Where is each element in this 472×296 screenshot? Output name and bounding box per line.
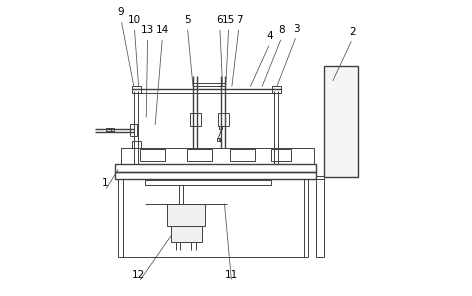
Bar [190,113,201,126]
Bar [140,149,165,161]
Bar [145,179,271,185]
Text: 8: 8 [278,25,285,35]
Bar [132,86,141,93]
Bar [106,128,111,131]
Text: 11: 11 [225,270,238,280]
Bar [170,226,202,242]
Text: 13: 13 [141,25,154,35]
Bar [115,172,316,179]
Bar [111,128,114,131]
Bar [130,124,137,136]
Text: 10: 10 [128,15,141,25]
Text: 9: 9 [118,7,125,17]
Bar [132,141,141,148]
Text: 3: 3 [293,24,300,34]
Bar [219,126,222,129]
Bar [217,138,220,141]
Bar [272,86,281,93]
Bar [271,149,290,161]
Text: 14: 14 [156,25,169,35]
Text: 2: 2 [349,27,356,37]
Bar [219,113,228,126]
Bar [187,149,212,161]
Text: 15: 15 [222,15,235,25]
Text: 12: 12 [132,270,145,280]
Text: 4: 4 [267,31,273,41]
Bar [121,148,314,164]
Bar [324,65,358,178]
Text: 5: 5 [184,15,191,25]
Bar [230,149,255,161]
Text: 6: 6 [217,15,223,25]
Text: 1: 1 [101,178,108,188]
Text: 7: 7 [236,15,242,25]
Bar [115,164,316,172]
Bar [167,204,205,226]
